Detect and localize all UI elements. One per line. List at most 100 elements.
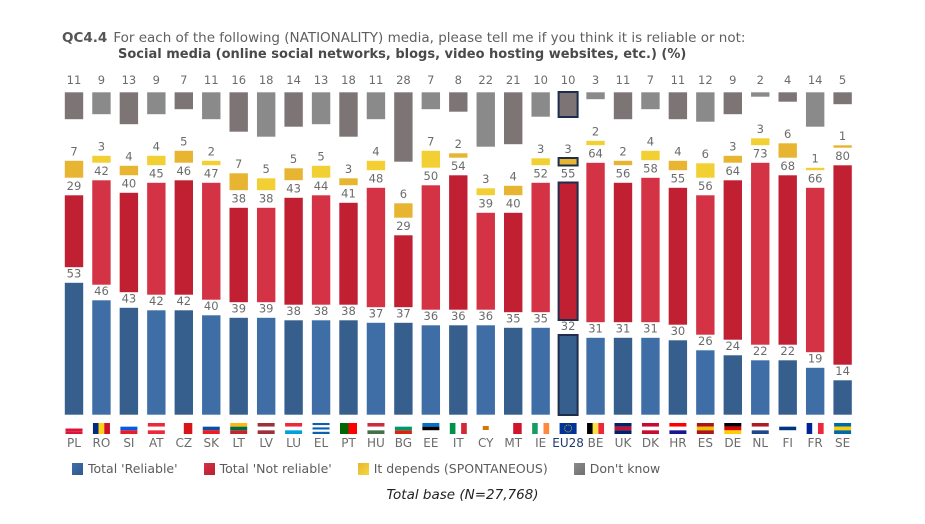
legend-item-not-reliable: Total 'Not reliable' bbox=[203, 461, 332, 476]
bar-not-reliable-si bbox=[119, 192, 139, 293]
bar-dont-know-uk bbox=[613, 91, 633, 120]
bar-not-reliable-hu bbox=[366, 187, 386, 308]
label-reliable-be: 31 bbox=[588, 322, 603, 336]
legend-swatch-dont-know bbox=[573, 462, 585, 475]
label-not-reliable-se: 80 bbox=[835, 149, 850, 163]
bar-depends-sk bbox=[201, 160, 222, 166]
label-dont-know-ro: 9 bbox=[98, 73, 105, 87]
label-depends-se: 1 bbox=[839, 129, 846, 143]
bar-not-reliable-cy bbox=[475, 212, 496, 311]
bar-not-reliable-it bbox=[448, 174, 469, 311]
flag-icon-pl bbox=[65, 423, 83, 434]
label-not-reliable-ee: 50 bbox=[424, 169, 439, 183]
tick-label-eu28: EU28 bbox=[552, 436, 584, 450]
tick-label-uk: UK bbox=[615, 436, 633, 450]
bar-reliable-sk bbox=[201, 314, 222, 416]
bar-dont-know-bg bbox=[393, 91, 414, 163]
bar-reliable-fr bbox=[805, 367, 825, 416]
bar-dont-know-si bbox=[119, 91, 139, 125]
flag-icon-cz bbox=[175, 423, 193, 434]
label-dont-know-pt: 18 bbox=[341, 73, 356, 87]
label-depends-de: 3 bbox=[729, 140, 736, 154]
label-dont-know-cy: 22 bbox=[478, 73, 493, 87]
flag-icon-de bbox=[724, 423, 742, 434]
bar-dont-know-lu bbox=[283, 91, 304, 128]
label-dont-know-uk: 11 bbox=[616, 73, 631, 87]
flag-icon-be bbox=[587, 423, 605, 434]
bar-depends-mt bbox=[503, 185, 524, 196]
label-reliable-ro: 46 bbox=[94, 284, 109, 298]
legend-swatch-not-reliable bbox=[203, 462, 215, 475]
bar-reliable-hr bbox=[668, 339, 688, 416]
bar-dont-know-sk bbox=[201, 91, 222, 120]
tick-label-de: DE bbox=[724, 436, 741, 450]
label-not-reliable-ro: 42 bbox=[94, 164, 109, 178]
bar-depends-de bbox=[722, 155, 743, 164]
bar-not-reliable-de bbox=[722, 179, 743, 341]
label-dont-know-de: 9 bbox=[729, 73, 736, 87]
flag-icon-uk bbox=[614, 423, 632, 434]
tick-label-pl: PL bbox=[67, 436, 81, 450]
flag-icon-at bbox=[147, 423, 165, 434]
legend-item-depends: It depends (SPONTANEOUS) bbox=[357, 461, 548, 476]
label-reliable-at: 42 bbox=[149, 294, 164, 308]
label-reliable-hu: 37 bbox=[369, 307, 384, 321]
bar-not-reliable-fi bbox=[777, 174, 798, 346]
tick-label-nl: NL bbox=[752, 436, 768, 450]
flag-icon-fi bbox=[779, 423, 797, 434]
flag-icon-mt bbox=[504, 423, 522, 434]
bar-reliable-ee bbox=[421, 324, 441, 416]
label-not-reliable-mt: 40 bbox=[506, 197, 521, 211]
bar-reliable-ro bbox=[91, 299, 112, 416]
label-reliable-lv: 39 bbox=[259, 302, 274, 316]
flag-icon-lv bbox=[257, 423, 275, 434]
label-not-reliable-it: 54 bbox=[451, 159, 466, 173]
bar-depends-hu bbox=[366, 160, 386, 171]
bar-reliable-eu28 bbox=[557, 334, 579, 416]
bar-dont-know-dk bbox=[640, 91, 661, 110]
bar-not-reliable-sk bbox=[201, 182, 222, 301]
chart-title: QC4.4 For each of the following (NATIONAL… bbox=[62, 30, 745, 46]
bar-not-reliable-pl bbox=[64, 194, 84, 268]
bar-dont-know-pt bbox=[338, 91, 359, 138]
label-not-reliable-lt: 38 bbox=[231, 192, 246, 206]
flag-icon-si bbox=[120, 423, 138, 434]
label-dont-know-pl: 11 bbox=[67, 73, 82, 87]
chart-subtitle: Social media (online social networks, bl… bbox=[118, 47, 687, 62]
label-dont-know-ie: 10 bbox=[533, 73, 548, 87]
label-dont-know-hu: 11 bbox=[369, 73, 384, 87]
bar-reliable-mt bbox=[503, 327, 524, 416]
label-not-reliable-bg: 29 bbox=[396, 219, 411, 233]
bar-dont-know-cz bbox=[174, 91, 194, 110]
bar-reliable-nl bbox=[750, 359, 771, 416]
label-not-reliable-si: 40 bbox=[122, 177, 137, 191]
flag-icon-nl bbox=[751, 423, 769, 434]
bar-depends-nl bbox=[750, 137, 771, 146]
bar-reliable-at bbox=[146, 309, 167, 416]
tick-label-be: BE bbox=[588, 436, 604, 450]
bar-reliable-es bbox=[695, 349, 716, 416]
flag-icon-hu bbox=[367, 423, 385, 434]
bar-dont-know-se bbox=[832, 91, 853, 105]
bar-depends-it bbox=[448, 152, 469, 159]
bar-dont-know-ee bbox=[421, 91, 441, 110]
label-reliable-pt: 38 bbox=[341, 304, 356, 318]
tick-label-bg: BG bbox=[395, 436, 412, 450]
bar-depends-ro bbox=[91, 155, 112, 164]
bar-depends-dk bbox=[640, 150, 661, 161]
label-depends-fi: 6 bbox=[784, 127, 791, 141]
legend-item-reliable: Total 'Reliable' bbox=[72, 461, 178, 476]
legend: Total 'Reliable' Total 'Not reliable' It… bbox=[72, 461, 660, 476]
bar-not-reliable-lv bbox=[256, 207, 276, 303]
label-reliable-nl: 22 bbox=[753, 344, 768, 358]
tick-label-ie: IE bbox=[535, 436, 546, 450]
tick-label-it: IT bbox=[453, 436, 465, 450]
bar-dont-know-at bbox=[146, 91, 167, 115]
flag-icon-lt bbox=[230, 423, 248, 434]
bar-depends-eu28 bbox=[557, 157, 579, 167]
bar-not-reliable-se bbox=[832, 164, 853, 366]
label-depends-ie: 3 bbox=[537, 142, 544, 156]
bar-depends-lu bbox=[283, 167, 304, 181]
label-depends-hu: 4 bbox=[372, 145, 379, 159]
label-not-reliable-dk: 58 bbox=[643, 162, 658, 176]
